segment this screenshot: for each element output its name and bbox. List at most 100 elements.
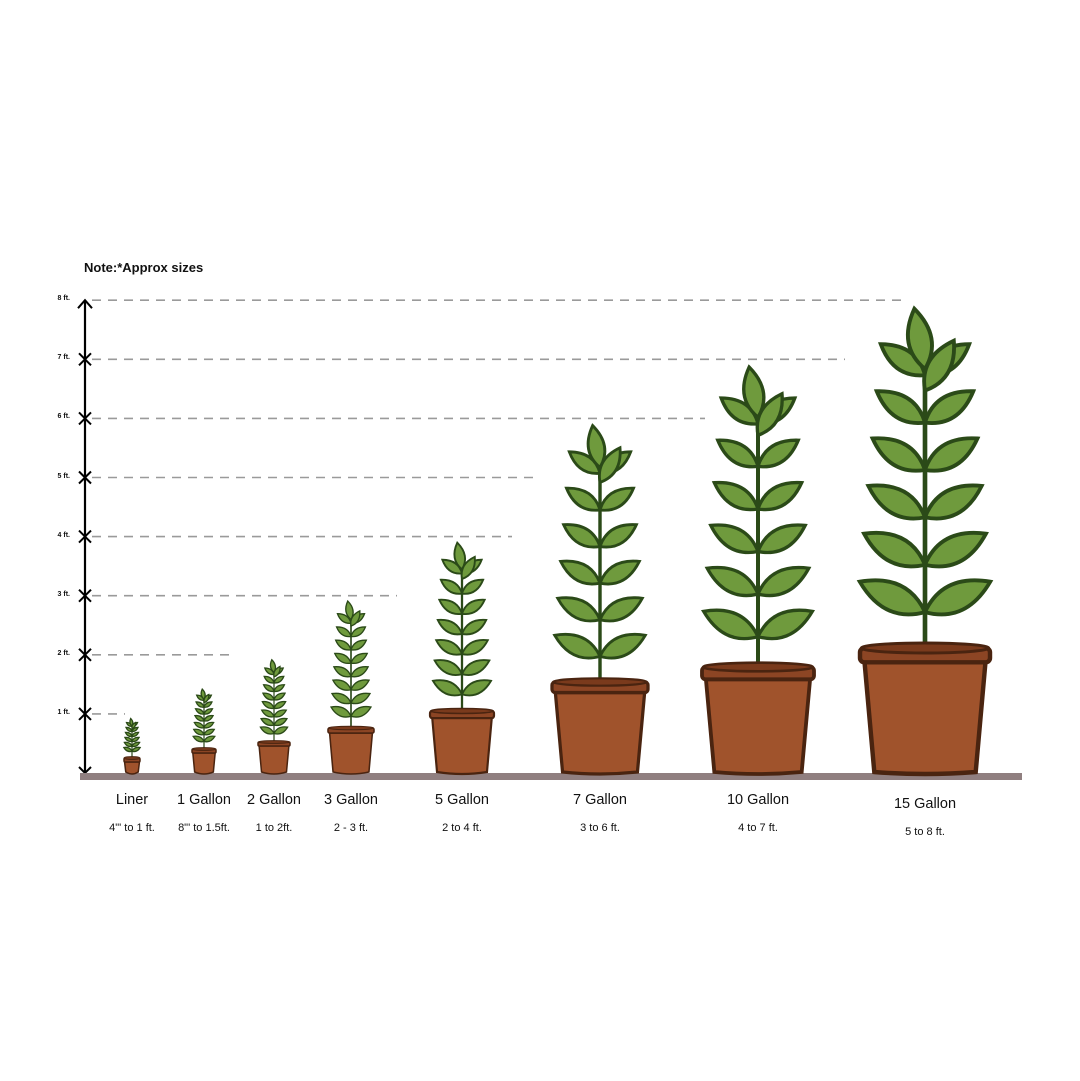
leaf <box>742 364 766 420</box>
leaf <box>598 486 636 512</box>
leaf <box>131 731 140 738</box>
pot-soil <box>327 725 375 731</box>
ground-line <box>80 773 1022 780</box>
leaf <box>335 626 352 638</box>
leaf <box>269 658 277 674</box>
leaf <box>922 483 985 521</box>
pot <box>328 732 374 775</box>
plant-5-gallon <box>428 540 496 776</box>
leaf <box>329 705 352 718</box>
leaf <box>336 613 352 624</box>
leaf <box>203 693 210 704</box>
leaf <box>261 700 275 710</box>
leaf <box>263 675 275 684</box>
arrow-up-icon <box>77 298 93 309</box>
leaf <box>332 666 352 678</box>
pot <box>703 677 813 776</box>
plant-2-gallon <box>257 658 291 775</box>
leaf <box>555 596 602 623</box>
leaf <box>711 480 761 512</box>
leaf <box>203 701 213 708</box>
leaf <box>193 714 205 722</box>
pot-soil <box>551 677 649 687</box>
leaf <box>552 632 602 660</box>
leaf <box>123 736 133 743</box>
leaf <box>350 705 373 718</box>
leaf <box>203 721 215 729</box>
leaf <box>124 731 133 738</box>
size-name: 15 Gallon <box>893 796 957 812</box>
leaf <box>259 726 275 735</box>
leaf <box>345 599 354 621</box>
tick-label: 2 ft. <box>57 649 70 657</box>
leaf <box>273 684 286 693</box>
size-range: 4 to 7 ft. <box>738 822 778 834</box>
leaf <box>350 666 370 678</box>
leaf <box>131 741 141 748</box>
leaf <box>273 665 281 678</box>
leaf <box>350 692 372 705</box>
leaf <box>755 565 812 598</box>
leaf <box>260 709 275 718</box>
pot-soil <box>191 747 217 751</box>
tick-label: 4 ft. <box>57 531 70 539</box>
pot-soil <box>123 756 141 760</box>
leaf <box>131 721 137 730</box>
size-name: 7 Gallon <box>572 792 627 808</box>
leaf <box>200 687 206 701</box>
size-range: 2 to 4 ft. <box>442 822 482 834</box>
leaf <box>460 638 490 656</box>
leaf <box>865 483 928 521</box>
leaf <box>331 679 352 691</box>
leaf <box>333 652 352 665</box>
tick-label: 3 ft. <box>57 590 70 598</box>
plant-10-gallon <box>700 364 816 776</box>
leaf <box>125 726 133 733</box>
leaf <box>755 391 784 438</box>
pot <box>258 745 290 775</box>
size-range: 8"' to 1.5ft. <box>178 822 230 834</box>
leaf <box>460 679 493 697</box>
tick-label: 7 ft. <box>57 354 70 362</box>
leaf <box>434 638 464 656</box>
leaf <box>586 423 607 470</box>
leaf <box>439 578 464 595</box>
leaf <box>131 736 141 743</box>
leaf <box>922 436 981 473</box>
size-name: 3 Gallon <box>323 792 378 808</box>
leaf <box>273 709 288 718</box>
leaf <box>350 609 361 628</box>
tick-label: 5 ft. <box>57 472 70 480</box>
leaf <box>460 598 487 616</box>
size-range: 2 - 3 ft. <box>333 822 369 834</box>
size-name: 1 Gallon <box>176 792 231 808</box>
leaf <box>922 389 977 425</box>
leaf <box>598 559 642 586</box>
leaf <box>453 540 467 571</box>
pot <box>553 690 647 776</box>
leaf <box>755 523 808 555</box>
size-range: 5 to 8 ft. <box>905 826 945 838</box>
leaf <box>460 578 485 595</box>
leaf <box>273 726 289 735</box>
leaf <box>433 659 464 676</box>
leaf <box>123 741 133 748</box>
leaf <box>598 596 645 623</box>
leaf <box>122 746 133 753</box>
plant-3-gallon <box>327 599 375 775</box>
leaf <box>700 608 761 641</box>
leaf <box>330 692 352 705</box>
leaf <box>558 559 602 586</box>
leaf <box>437 598 464 616</box>
leaf <box>260 717 275 727</box>
leaf <box>922 578 994 617</box>
leaf <box>203 728 216 736</box>
leaf <box>273 700 287 710</box>
size-name: Liner <box>115 792 149 808</box>
leaf <box>431 679 464 697</box>
leaf <box>755 608 816 641</box>
size-range: 4"' to 1 ft. <box>109 822 155 834</box>
tick-label: 6 ft. <box>57 413 70 421</box>
leaf <box>194 708 205 715</box>
leaf <box>273 692 287 701</box>
